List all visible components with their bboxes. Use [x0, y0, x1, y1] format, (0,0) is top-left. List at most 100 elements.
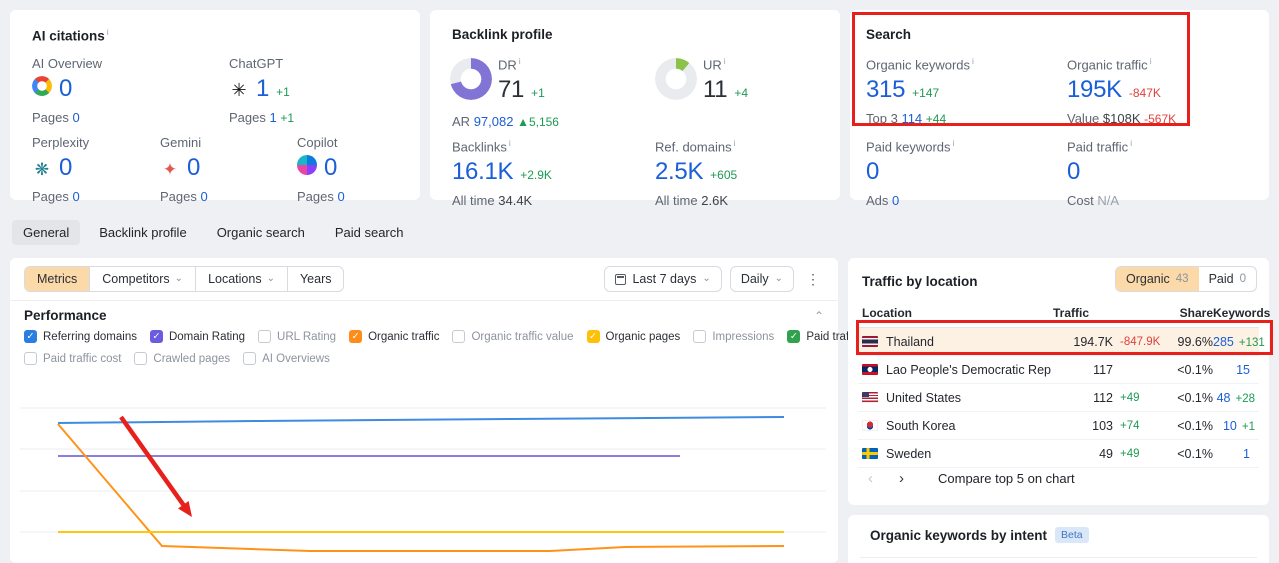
copilot-value[interactable]: 0: [324, 154, 338, 181]
pages-link[interactable]: 0: [200, 189, 208, 204]
location-row-thailand[interactable]: Thailand 194.7K -847.9K 99.6% 285 +131: [858, 328, 1265, 356]
checked-checkbox-icon[interactable]: ✓: [349, 330, 363, 343]
unchecked-checkbox-icon[interactable]: [452, 330, 466, 343]
unchecked-checkbox-icon[interactable]: [24, 352, 37, 365]
ai-overview-value[interactable]: 0: [59, 75, 73, 102]
backlinks-value[interactable]: 16.1K: [452, 158, 514, 186]
pages-link[interactable]: 0: [72, 110, 80, 125]
organic-keywords-by-intent-panel: Organic keywords by intent Beta: [848, 515, 1269, 563]
metric-checkbox-crawled-pages[interactable]: Crawled pages: [134, 352, 230, 365]
checked-checkbox-icon[interactable]: ✓: [787, 330, 801, 343]
share-value: <0.1%: [1177, 418, 1213, 433]
gemini-value[interactable]: 0: [187, 154, 201, 181]
keywords-link[interactable]: 48 +28: [1216, 390, 1255, 405]
pages-link[interactable]: 0: [72, 189, 80, 204]
info-icon[interactable]: i: [106, 27, 109, 37]
metric-checkbox-referring-domains[interactable]: ✓ Referring domains: [24, 330, 137, 343]
toggle-organic[interactable]: Organic 43: [1115, 267, 1199, 291]
share-value: 99.6%: [1177, 334, 1213, 349]
unchecked-checkbox-icon[interactable]: [693, 330, 707, 343]
info-icon[interactable]: i: [733, 138, 736, 148]
keywords-link[interactable]: 285 +131: [1213, 334, 1265, 349]
location-row-southkorea[interactable]: South Korea 103 +74 <0.1% 10 +1: [858, 412, 1259, 440]
traffic-value: 112: [1093, 390, 1113, 405]
ref-domains-value[interactable]: 2.5K: [655, 158, 704, 186]
location-pagination: ‹ › Compare top 5 on chart: [862, 470, 1075, 487]
series-referring-domains: [57, 416, 785, 424]
metric-checkbox-organic-traffic-value[interactable]: Organic traffic value: [452, 330, 574, 343]
organic-keywords-value[interactable]: 315: [866, 76, 906, 104]
metric-checkbox-label: Organic traffic value: [471, 330, 574, 343]
metric-checkbox-organic-traffic[interactable]: ✓ Organic traffic: [349, 330, 439, 343]
unchecked-checkbox-icon[interactable]: [258, 330, 272, 343]
info-icon[interactable]: i: [952, 138, 955, 148]
gemini-stat: Gemini ✦ 0 Pages 0: [160, 135, 208, 204]
traffic-value: 103: [1092, 418, 1113, 433]
segment-competitors[interactable]: Competitors ⌄: [89, 267, 195, 291]
tab-paid-search[interactable]: Paid search: [334, 225, 404, 240]
segment-locations[interactable]: Locations ⌄: [195, 267, 287, 291]
segment-metrics[interactable]: Metrics: [25, 267, 90, 291]
metric-checkbox-paid-traffic[interactable]: ✓ Paid traffic: [787, 330, 860, 343]
paid-keywords-stat: Paid keywords i 0 Ads 0: [866, 138, 955, 209]
location-table-header: Location Traffic Share Keywords: [858, 302, 1270, 328]
compare-top5-link[interactable]: Compare top 5 on chart: [938, 471, 1075, 486]
info-icon[interactable]: i: [723, 56, 726, 66]
location-row-us[interactable]: United States 112 +49 <0.1% 48 +28: [858, 384, 1259, 412]
ads-link[interactable]: 0: [892, 193, 900, 209]
metric-checkbox-url-rating[interactable]: URL Rating: [258, 330, 336, 343]
prev-page-icon[interactable]: ‹: [868, 470, 873, 487]
location-name: Sweden: [886, 446, 932, 461]
perplexity-value[interactable]: 0: [59, 154, 73, 181]
tab-backlink-profile[interactable]: Backlink profile: [99, 225, 187, 240]
ur-stat: UR i 11 +4: [703, 56, 749, 104]
organic-traffic-value[interactable]: 195K: [1067, 76, 1122, 104]
metrics-segmented-control: Metrics Competitors ⌄ Locations ⌄ Years: [24, 266, 345, 292]
traffic-delta: +74: [1120, 419, 1140, 432]
metric-checkbox-label: Paid traffic: [806, 330, 861, 343]
checked-checkbox-icon[interactable]: ✓: [586, 330, 600, 343]
date-range-button[interactable]: Last 7 days ⌄: [604, 266, 722, 292]
metric-checkbox-domain-rating[interactable]: ✓ Domain Rating: [149, 330, 245, 343]
checked-checkbox-icon[interactable]: ✓: [149, 330, 163, 343]
next-page-icon[interactable]: ›: [899, 470, 904, 487]
pages-link[interactable]: 0: [337, 189, 345, 204]
tab-general[interactable]: General: [12, 220, 81, 245]
location-row-sweden[interactable]: Sweden 49 +49 <0.1% 1: [858, 440, 1259, 468]
metric-checkbox-organic-pages[interactable]: ✓ Organic pages: [586, 330, 680, 343]
performance-line-chart[interactable]: [10, 388, 838, 563]
kebab-menu-icon[interactable]: ⋮: [806, 270, 820, 287]
info-icon[interactable]: i: [518, 56, 521, 66]
keywords-link[interactable]: 15: [1236, 362, 1250, 377]
metric-checkbox-paid-traffic-cost[interactable]: Paid traffic cost: [24, 352, 121, 365]
keywords-link[interactable]: 1: [1243, 446, 1250, 461]
chatgpt-value[interactable]: 1: [256, 75, 270, 102]
ar-link[interactable]: 97,082: [473, 114, 514, 129]
segment-years[interactable]: Years: [286, 267, 344, 291]
granularity-button[interactable]: Daily ⌄: [729, 266, 794, 292]
top3-link[interactable]: 114: [901, 111, 923, 127]
info-icon[interactable]: i: [508, 138, 511, 148]
dr-value: 71: [498, 76, 525, 104]
toggle-paid[interactable]: Paid 0: [1208, 272, 1246, 286]
tab-organic-search[interactable]: Organic search: [216, 225, 305, 240]
unchecked-checkbox-icon[interactable]: [243, 352, 257, 365]
keywords-link[interactable]: 10 +1: [1222, 418, 1255, 433]
traffic-value: 49: [1099, 446, 1113, 461]
metric-checkbox-impressions[interactable]: Impressions: [693, 330, 774, 343]
divider: [10, 300, 838, 301]
collapse-chevron-icon[interactable]: ⌃: [813, 308, 824, 323]
flag-thailand-icon: [862, 336, 878, 347]
paid-traffic-value[interactable]: 0: [1067, 158, 1081, 186]
location-row-laos[interactable]: Lao People's Democratic Rep 117 <0.1% 15: [858, 356, 1259, 384]
unchecked-checkbox-icon[interactable]: [134, 352, 148, 365]
metric-checkbox-ai-overviews[interactable]: AI Overviews: [243, 352, 330, 365]
paid-keywords-value[interactable]: 0: [866, 158, 880, 186]
pages-link[interactable]: 1: [269, 110, 277, 125]
location-name: Thailand: [886, 334, 934, 349]
info-icon[interactable]: i: [1149, 56, 1152, 66]
info-icon[interactable]: i: [1130, 138, 1133, 148]
info-icon[interactable]: i: [972, 56, 974, 66]
checked-checkbox-icon[interactable]: ✓: [24, 330, 37, 343]
traffic-delta: -847.9K: [1120, 335, 1161, 348]
